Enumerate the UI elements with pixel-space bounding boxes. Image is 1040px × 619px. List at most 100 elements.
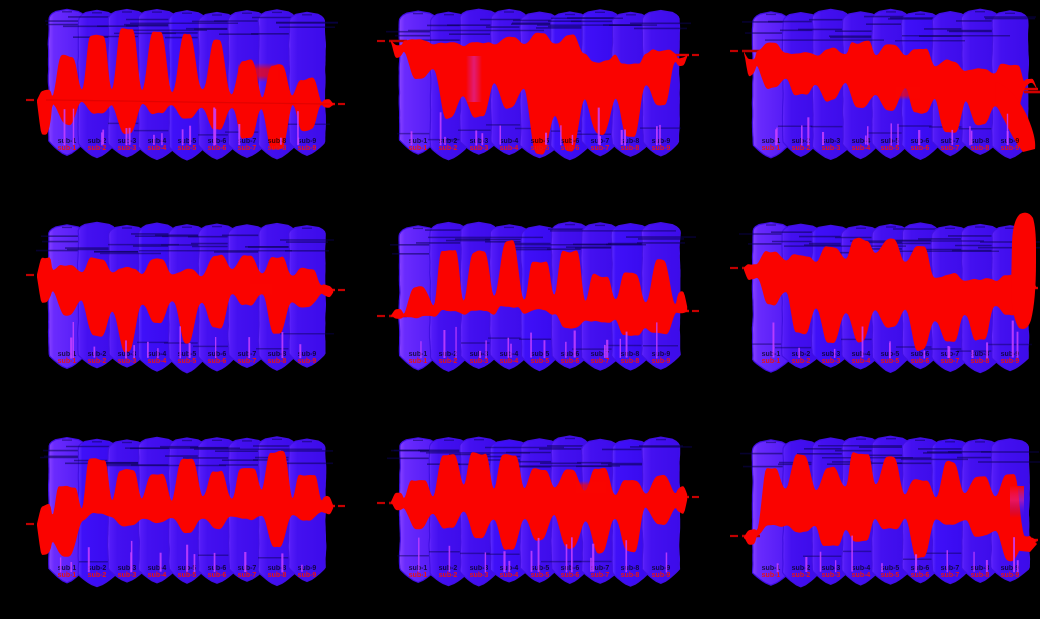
svg-text:sub-3: sub-3 [822,358,841,365]
svg-text:sub-3: sub-3 [470,145,489,152]
svg-text:sub-6: sub-6 [208,145,227,152]
svg-text:sub-1: sub-1 [409,572,428,579]
svg-text:sub-4: sub-4 [500,358,519,365]
svg-text:sub-7: sub-7 [238,145,257,152]
svg-text:sub-9: sub-9 [652,565,671,572]
svg-text:sub-1: sub-1 [409,565,428,572]
svg-text:sub-2: sub-2 [792,572,811,579]
svg-text:sub-2: sub-2 [439,138,458,145]
svg-text:sub-7: sub-7 [591,565,610,572]
svg-text:sub-5: sub-5 [531,572,550,579]
svg-text:sub-9: sub-9 [652,351,671,358]
svg-text:sub-2: sub-2 [792,351,811,358]
svg-text:sub-1: sub-1 [58,358,77,365]
svg-text:sub-3: sub-3 [118,145,137,152]
svg-text:sub-7: sub-7 [591,358,610,365]
svg-text:sub-1: sub-1 [58,572,77,579]
svg-text:sub-9: sub-9 [1001,358,1020,365]
svg-text:sub-2: sub-2 [792,145,811,152]
svg-text:sub-4: sub-4 [148,358,167,365]
svg-text:sub-7: sub-7 [238,565,257,572]
svg-text:sub-2: sub-2 [439,358,458,365]
svg-text:sub-7: sub-7 [941,572,960,579]
svg-text:sub-7: sub-7 [238,358,257,365]
svg-text:sub-3: sub-3 [470,572,489,579]
svg-text:sub-8: sub-8 [621,565,640,572]
svg-text:sub-6: sub-6 [911,565,930,572]
svg-text:sub-3: sub-3 [470,358,489,365]
svg-text:sub-4: sub-4 [148,565,167,572]
svg-text:sub-7: sub-7 [591,572,610,579]
svg-text:sub-5: sub-5 [531,138,550,145]
svg-text:sub-6: sub-6 [911,572,930,579]
svg-text:sub-1: sub-1 [762,565,781,572]
svg-text:sub-9: sub-9 [652,358,671,365]
svg-text:sub-9: sub-9 [652,572,671,579]
svg-text:sub-9: sub-9 [1001,138,1020,145]
svg-text:sub-4: sub-4 [148,351,167,358]
svg-text:sub-4: sub-4 [852,351,871,358]
svg-text:sub-1: sub-1 [762,358,781,365]
svg-text:sub-8: sub-8 [268,145,287,152]
svg-text:sub-5: sub-5 [178,145,197,152]
svg-text:sub-5: sub-5 [881,358,900,365]
svg-text:sub-6: sub-6 [911,351,930,358]
svg-text:sub-9: sub-9 [298,565,317,572]
svg-text:sub-9: sub-9 [1001,351,1020,358]
svg-text:sub-6: sub-6 [561,358,580,365]
svg-text:sub-3: sub-3 [118,572,137,579]
svg-text:sub-3: sub-3 [822,145,841,152]
svg-text:sub-1: sub-1 [762,572,781,579]
svg-text:sub-4: sub-4 [500,145,519,152]
svg-text:sub-4: sub-4 [852,138,871,145]
svg-text:sub-3: sub-3 [822,572,841,579]
svg-text:sub-7: sub-7 [941,565,960,572]
svg-text:sub-4: sub-4 [500,572,519,579]
svg-text:sub-5: sub-5 [178,572,197,579]
svg-text:sub-6: sub-6 [208,138,227,145]
svg-text:sub-6: sub-6 [911,358,930,365]
svg-text:sub-1: sub-1 [409,138,428,145]
svg-text:sub-2: sub-2 [439,572,458,579]
svg-text:sub-8: sub-8 [971,138,990,145]
svg-text:sub-2: sub-2 [88,565,107,572]
svg-text:sub-5: sub-5 [881,138,900,145]
svg-text:sub-9: sub-9 [298,358,317,365]
svg-text:sub-4: sub-4 [500,138,519,145]
svg-text:sub-2: sub-2 [88,138,107,145]
svg-text:sub-7: sub-7 [238,138,257,145]
svg-text:sub-4: sub-4 [148,145,167,152]
svg-text:sub-6: sub-6 [561,572,580,579]
svg-text:sub-6: sub-6 [561,351,580,358]
svg-text:sub-6: sub-6 [208,351,227,358]
svg-text:sub-9: sub-9 [652,145,671,152]
svg-text:sub-1: sub-1 [58,145,77,152]
svg-text:sub-1: sub-1 [58,138,77,145]
svg-text:sub-5: sub-5 [881,565,900,572]
svg-text:sub-8: sub-8 [621,145,640,152]
svg-text:sub-5: sub-5 [531,565,550,572]
svg-text:sub-9: sub-9 [298,145,317,152]
svg-text:sub-9: sub-9 [298,138,317,145]
svg-text:sub-6: sub-6 [561,565,580,572]
svg-text:sub-3: sub-3 [118,358,137,365]
svg-text:sub-2: sub-2 [88,572,107,579]
svg-text:sub-8: sub-8 [268,565,287,572]
svg-text:sub-2: sub-2 [88,358,107,365]
svg-text:sub-1: sub-1 [409,145,428,152]
svg-text:sub-7: sub-7 [941,358,960,365]
svg-text:sub-7: sub-7 [591,351,610,358]
svg-text:sub-4: sub-4 [852,145,871,152]
svg-text:sub-1: sub-1 [58,565,77,572]
svg-text:sub-8: sub-8 [971,358,990,365]
svg-text:sub-7: sub-7 [941,145,960,152]
svg-text:sub-6: sub-6 [208,565,227,572]
svg-text:sub-1: sub-1 [409,351,428,358]
svg-text:sub-5: sub-5 [881,572,900,579]
svg-text:sub-6: sub-6 [911,145,930,152]
svg-text:sub-6: sub-6 [208,572,227,579]
svg-text:sub-3: sub-3 [822,565,841,572]
svg-text:sub-9: sub-9 [1001,565,1020,572]
svg-text:sub-8: sub-8 [971,145,990,152]
svg-text:sub-9: sub-9 [298,572,317,579]
